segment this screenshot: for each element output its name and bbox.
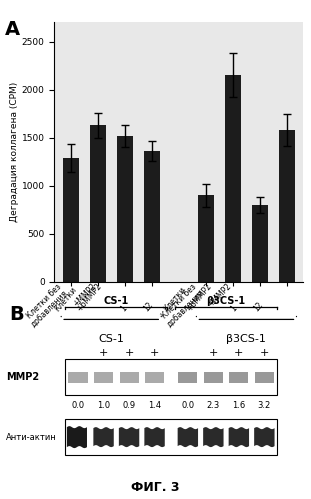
Bar bbox=[117, 136, 133, 282]
Bar bbox=[225, 75, 241, 282]
Bar bbox=[255, 372, 274, 383]
Text: +: + bbox=[150, 348, 159, 358]
Text: B: B bbox=[9, 305, 24, 324]
Text: +: + bbox=[234, 348, 244, 358]
Text: A: A bbox=[5, 20, 20, 39]
Bar bbox=[229, 372, 248, 383]
Polygon shape bbox=[93, 427, 114, 447]
Bar bbox=[198, 196, 214, 282]
Polygon shape bbox=[119, 427, 139, 447]
Bar bbox=[68, 372, 88, 383]
Text: Клетки: Клетки bbox=[53, 285, 78, 313]
Bar bbox=[65, 419, 277, 455]
Bar bbox=[145, 372, 164, 383]
Bar bbox=[90, 125, 106, 282]
Bar bbox=[279, 130, 295, 282]
Text: 0.0: 0.0 bbox=[181, 401, 194, 410]
Polygon shape bbox=[67, 426, 87, 448]
Bar bbox=[178, 372, 197, 383]
Bar bbox=[94, 372, 113, 383]
Text: 0.0: 0.0 bbox=[72, 401, 85, 410]
Bar bbox=[252, 205, 268, 282]
Text: 1.0: 1.0 bbox=[97, 401, 110, 410]
Bar bbox=[119, 372, 139, 383]
Text: MMP2: MMP2 bbox=[6, 372, 39, 382]
Polygon shape bbox=[203, 427, 224, 447]
Bar bbox=[144, 151, 160, 282]
Text: CS-1: CS-1 bbox=[98, 334, 124, 344]
Bar bbox=[204, 372, 223, 383]
Text: 12: 12 bbox=[251, 300, 264, 313]
Text: Клетки без
добавления: Клетки без добавления bbox=[23, 282, 71, 330]
Text: +bMMP2: +bMMP2 bbox=[75, 281, 104, 313]
Text: +: + bbox=[124, 348, 134, 358]
Text: β3CS-1: β3CS-1 bbox=[226, 334, 266, 344]
Text: +bMMP2: +bMMP2 bbox=[185, 281, 213, 313]
Text: 1: 1 bbox=[229, 304, 239, 313]
Text: Клетки: Клетки bbox=[162, 285, 188, 313]
Text: +: + bbox=[260, 348, 269, 358]
Text: 12: 12 bbox=[142, 300, 155, 313]
Text: +MMP2: +MMP2 bbox=[206, 282, 233, 309]
Polygon shape bbox=[144, 427, 165, 447]
Text: 1.6: 1.6 bbox=[232, 401, 245, 410]
Text: 2.3: 2.3 bbox=[207, 401, 220, 410]
Text: 3.2: 3.2 bbox=[258, 401, 271, 410]
Text: +MMP2: +MMP2 bbox=[71, 282, 98, 309]
Polygon shape bbox=[229, 427, 249, 447]
Text: 0.9: 0.9 bbox=[123, 401, 136, 410]
Text: ФИГ. 3: ФИГ. 3 bbox=[131, 481, 180, 494]
Text: +: + bbox=[99, 348, 108, 358]
Y-axis label: Деградация коллагена (CPM): Деградация коллагена (CPM) bbox=[10, 82, 19, 223]
Text: Анти-актин: Анти-актин bbox=[6, 433, 57, 442]
Text: β3CS-1: β3CS-1 bbox=[207, 296, 246, 306]
Bar bbox=[65, 359, 277, 395]
Text: 1.4: 1.4 bbox=[148, 401, 161, 410]
Text: 1: 1 bbox=[119, 304, 129, 313]
Text: Клетки без
добавления: Клетки без добавления bbox=[158, 282, 206, 330]
Text: CS-1: CS-1 bbox=[104, 296, 129, 306]
Text: +: + bbox=[209, 348, 218, 358]
Polygon shape bbox=[178, 427, 198, 447]
Bar bbox=[63, 158, 79, 282]
Polygon shape bbox=[254, 427, 275, 447]
